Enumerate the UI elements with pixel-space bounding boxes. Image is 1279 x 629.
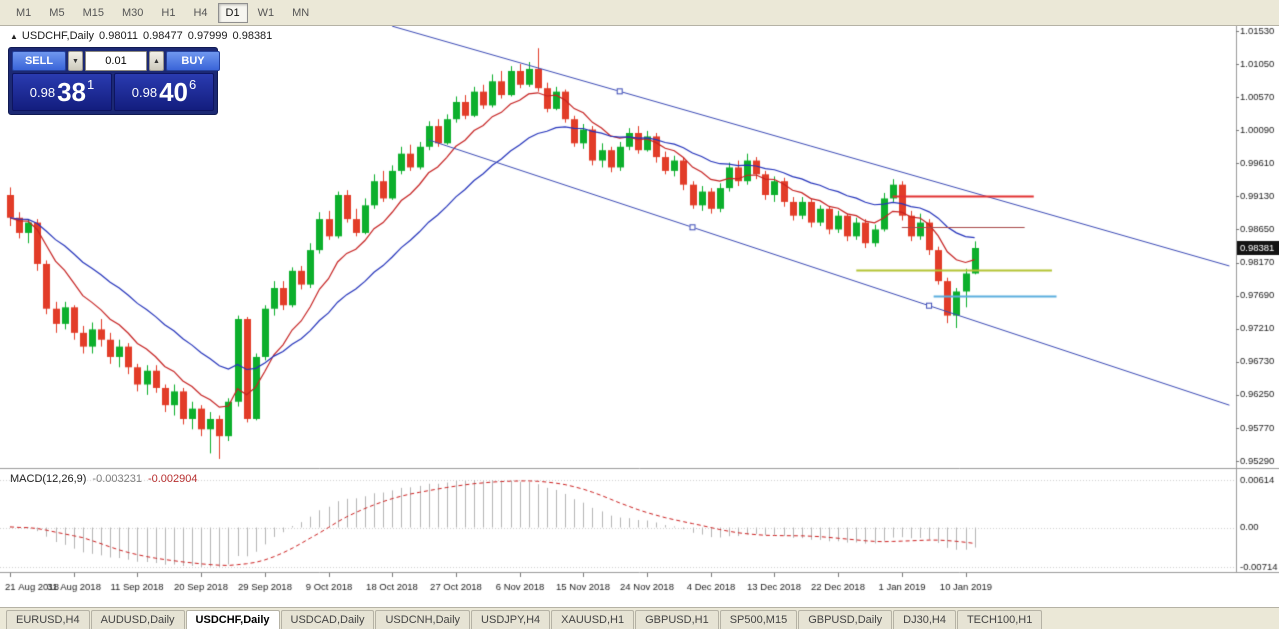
timeframe-button-m5[interactable]: M5 xyxy=(41,3,72,23)
chart-tab-gbpusd-h1[interactable]: GBPUSD,H1 xyxy=(635,610,719,629)
sell-price-button[interactable]: 0.98 38 1 xyxy=(12,73,112,111)
chart-tab-tech100-h1[interactable]: TECH100,H1 xyxy=(956,610,1043,629)
volume-decrease-button[interactable]: ▼ xyxy=(68,51,83,71)
chart-tab-bar: EURUSD,H4 AUDUSD,Daily USDCHF,Daily USDCAD,… xyxy=(0,607,1279,629)
collapse-trade-panel-icon[interactable]: ▲ xyxy=(10,32,18,41)
chart-tab-sp500-m15[interactable]: SP500,M15 xyxy=(719,610,798,629)
chart-tab-usdcnh-daily[interactable]: USDCNH,Daily xyxy=(375,610,471,629)
ohlc-open-value: 0.98011 xyxy=(99,30,138,42)
timeframe-toolbar: M1 M5 M15 M30 H1 H4 D1 W1 MN xyxy=(0,0,1279,26)
volume-increase-button[interactable]: ▲ xyxy=(149,51,164,71)
macd-main-value: -0.003231 xyxy=(92,473,142,485)
chart-symbol-label: USDCHF,Daily xyxy=(21,30,95,42)
ohlc-close-value: 0.98381 xyxy=(232,30,273,42)
timeframe-button-w1[interactable]: W1 xyxy=(250,3,283,23)
buy-price-button[interactable]: 0.98 40 6 xyxy=(114,73,214,111)
ohlc-high-value: 0.98477 xyxy=(143,30,183,42)
sell-price-pips: 38 xyxy=(57,77,86,107)
timeframe-button-d1[interactable]: D1 xyxy=(217,2,248,23)
chart-ohlc-info: ▲ USDCHF,Daily 0.98011 0.98477 0.97999 0.9838… xyxy=(10,30,277,42)
timeframe-button-h1[interactable]: H1 xyxy=(153,3,183,23)
macd-name: MACD(12,26,9) xyxy=(10,473,87,485)
timeframe-button-m30[interactable]: M30 xyxy=(114,3,151,23)
buy-button[interactable]: BUY xyxy=(166,51,220,71)
buy-price-major: 0.98 xyxy=(131,84,158,100)
price-chart-canvas[interactable] xyxy=(0,26,1279,607)
timeframe-button-m1[interactable]: M1 xyxy=(8,3,39,23)
chart-tab-usdcad-daily[interactable]: USDCAD,Daily xyxy=(280,610,375,629)
macd-signal-value: -0.002904 xyxy=(147,473,198,485)
chart-area: ▲ USDCHF,Daily 0.98011 0.98477 0.97999 0.9838… xyxy=(0,26,1279,607)
buy-price-pips: 40 xyxy=(159,77,188,107)
chart-tab-usdjpy-h4[interactable]: USDJPY,H4 xyxy=(471,610,551,629)
timeframe-button-mn[interactable]: MN xyxy=(284,3,317,23)
chart-tab-usdchf-daily[interactable]: USDCHF,Daily xyxy=(185,610,280,629)
timeframe-button-h4[interactable]: H4 xyxy=(185,3,215,23)
buy-price-pipette: 6 xyxy=(189,76,197,92)
chart-tab-dj30-h4[interactable]: DJ30,H4 xyxy=(893,610,956,629)
chart-tab-audusd-daily[interactable]: AUDUSD,Daily xyxy=(90,610,185,629)
sell-price-major: 0.98 xyxy=(29,84,56,100)
chart-tab-xauusd-h1[interactable]: XAUUSD,H1 xyxy=(551,610,635,629)
ohlc-low-value: 0.97999 xyxy=(187,30,228,42)
chart-tab-eurusd-h4[interactable]: EURUSD,H4 xyxy=(6,610,90,629)
sell-price-pipette: 1 xyxy=(87,76,95,92)
timeframe-button-m15[interactable]: M15 xyxy=(75,3,112,23)
macd-indicator-label: MACD(12,26,9) -0.003231 -0.002904 xyxy=(10,473,198,485)
chart-tab-gbpusd-daily[interactable]: GBPUSD,Daily xyxy=(798,610,893,629)
volume-input[interactable] xyxy=(85,51,147,71)
sell-button[interactable]: SELL xyxy=(12,51,66,71)
